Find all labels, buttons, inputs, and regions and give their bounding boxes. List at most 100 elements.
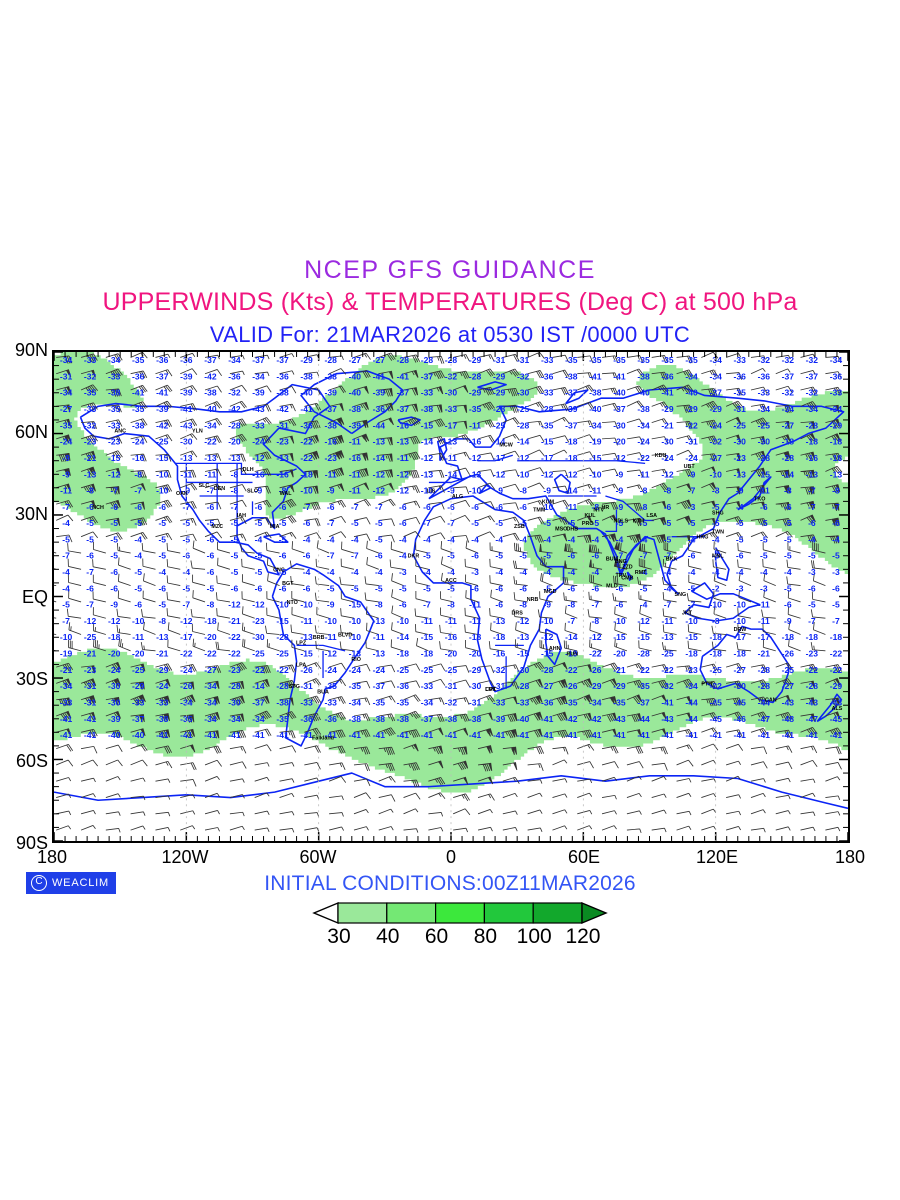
wind-barb <box>56 355 73 364</box>
colorbar-swatches <box>312 901 608 925</box>
temperature-label: -33 <box>300 697 313 707</box>
wind-barb <box>279 664 296 673</box>
wind-barb <box>279 453 294 462</box>
wind-barb <box>428 532 446 540</box>
temperature-label: -29 <box>685 404 698 414</box>
wind-barb <box>190 560 206 570</box>
wind-barb <box>229 516 247 525</box>
temperature-label: -6 <box>784 502 792 512</box>
wind-barb <box>166 608 181 619</box>
wind-barb <box>726 387 743 396</box>
wind-barb <box>180 681 195 690</box>
wind-barb <box>552 369 570 378</box>
wind-barb <box>453 354 470 362</box>
wind-barb <box>588 591 603 603</box>
wind-barb <box>204 401 223 409</box>
temperature-label: -43 <box>252 404 265 414</box>
wind-barb <box>800 451 816 461</box>
wind-barb <box>378 695 396 703</box>
wind-barb <box>142 558 156 570</box>
page-title-line3: VALID For: 21MAR2026 at 0530 IST /0000 U… <box>209 322 691 347</box>
station-label: TMM <box>533 508 546 514</box>
wind-barb <box>80 483 96 494</box>
temperature-label: -28 <box>325 355 338 365</box>
wind-barb <box>701 663 719 672</box>
wind-barb <box>688 574 702 586</box>
wind-barb <box>577 401 595 410</box>
temperature-label: -12 <box>252 600 265 610</box>
wind-barb <box>577 483 595 492</box>
temperature-label: -5 <box>62 534 70 544</box>
wind-barb <box>54 617 57 619</box>
wind-barb <box>563 640 578 652</box>
temperature-label: -12 <box>373 486 386 496</box>
station-label: LPZ <box>296 641 307 647</box>
wind-barb <box>552 678 568 689</box>
temperature-label: -32 <box>228 388 241 398</box>
wind-barb <box>825 452 842 462</box>
temperature-label: -25 <box>709 665 722 675</box>
wind-barb <box>378 534 395 543</box>
temperature-label: -18 <box>830 632 843 642</box>
wind-barb <box>353 498 371 507</box>
temperature-label: -12 <box>397 469 410 479</box>
wind-barb <box>440 591 454 603</box>
wind-barb <box>155 678 171 687</box>
border-path <box>477 454 513 462</box>
temperature-label: -5 <box>158 534 166 544</box>
wind-barb <box>775 420 790 430</box>
wind-barb <box>676 665 693 674</box>
temperature-label: -22 <box>637 665 650 675</box>
wind-barb <box>577 534 592 544</box>
temperature-label: -38 <box>589 388 602 398</box>
temperature-label: -14 <box>397 632 410 642</box>
wind-barb <box>229 533 247 541</box>
wind-barb <box>155 369 173 377</box>
wind-barb <box>787 606 801 619</box>
wind-barb <box>204 453 222 461</box>
temperature-label: -7 <box>303 502 311 512</box>
wind-barb <box>464 624 479 635</box>
wind-barb <box>415 624 429 635</box>
wind-barb <box>366 622 379 635</box>
wind-barb <box>612 593 627 603</box>
temperature-label: -12 <box>565 469 578 479</box>
wind-barb <box>428 436 445 445</box>
wind-barb <box>527 449 545 457</box>
wind-barb <box>527 711 543 721</box>
wind-barb <box>762 542 776 554</box>
temperature-label: -7 <box>688 600 696 610</box>
temperature-label: -3 <box>832 567 840 577</box>
temperature-label: -38 <box>276 388 289 398</box>
temperature-label: -25 <box>782 665 795 675</box>
temperature-label: -17 <box>541 453 554 463</box>
temperature-label: -41 <box>637 730 650 740</box>
temperature-label: -4 <box>543 534 551 544</box>
wind-barb <box>314 592 330 603</box>
temperature-label: -42 <box>228 404 241 414</box>
temperature-label: -4 <box>375 567 383 577</box>
wind-barb <box>453 420 468 429</box>
wind-barb <box>602 421 618 430</box>
temperature-label: -22 <box>204 649 217 659</box>
temperature-label: -5 <box>231 567 239 577</box>
wind-barb <box>563 560 578 570</box>
temperature-label: -41 <box>397 371 410 381</box>
wind-barb <box>216 608 230 619</box>
wind-barb <box>68 639 82 652</box>
wind-barb <box>626 679 644 688</box>
wind-barb <box>105 388 122 397</box>
temperature-label: -30 <box>252 632 265 642</box>
wind-barb <box>825 404 840 413</box>
wind-barb <box>750 679 768 688</box>
temperature-label: -21 <box>228 616 241 626</box>
temperature-label: -8 <box>664 486 672 496</box>
wind-barb <box>155 484 173 493</box>
temperature-label: -29 <box>589 681 602 691</box>
wind-barb <box>403 451 421 461</box>
temperature-label: -13 <box>204 453 217 463</box>
wind-barb <box>80 711 96 721</box>
temperature-label: -10 <box>541 616 554 626</box>
wind-barb <box>800 514 816 524</box>
temperature-label: -31 <box>685 437 698 447</box>
